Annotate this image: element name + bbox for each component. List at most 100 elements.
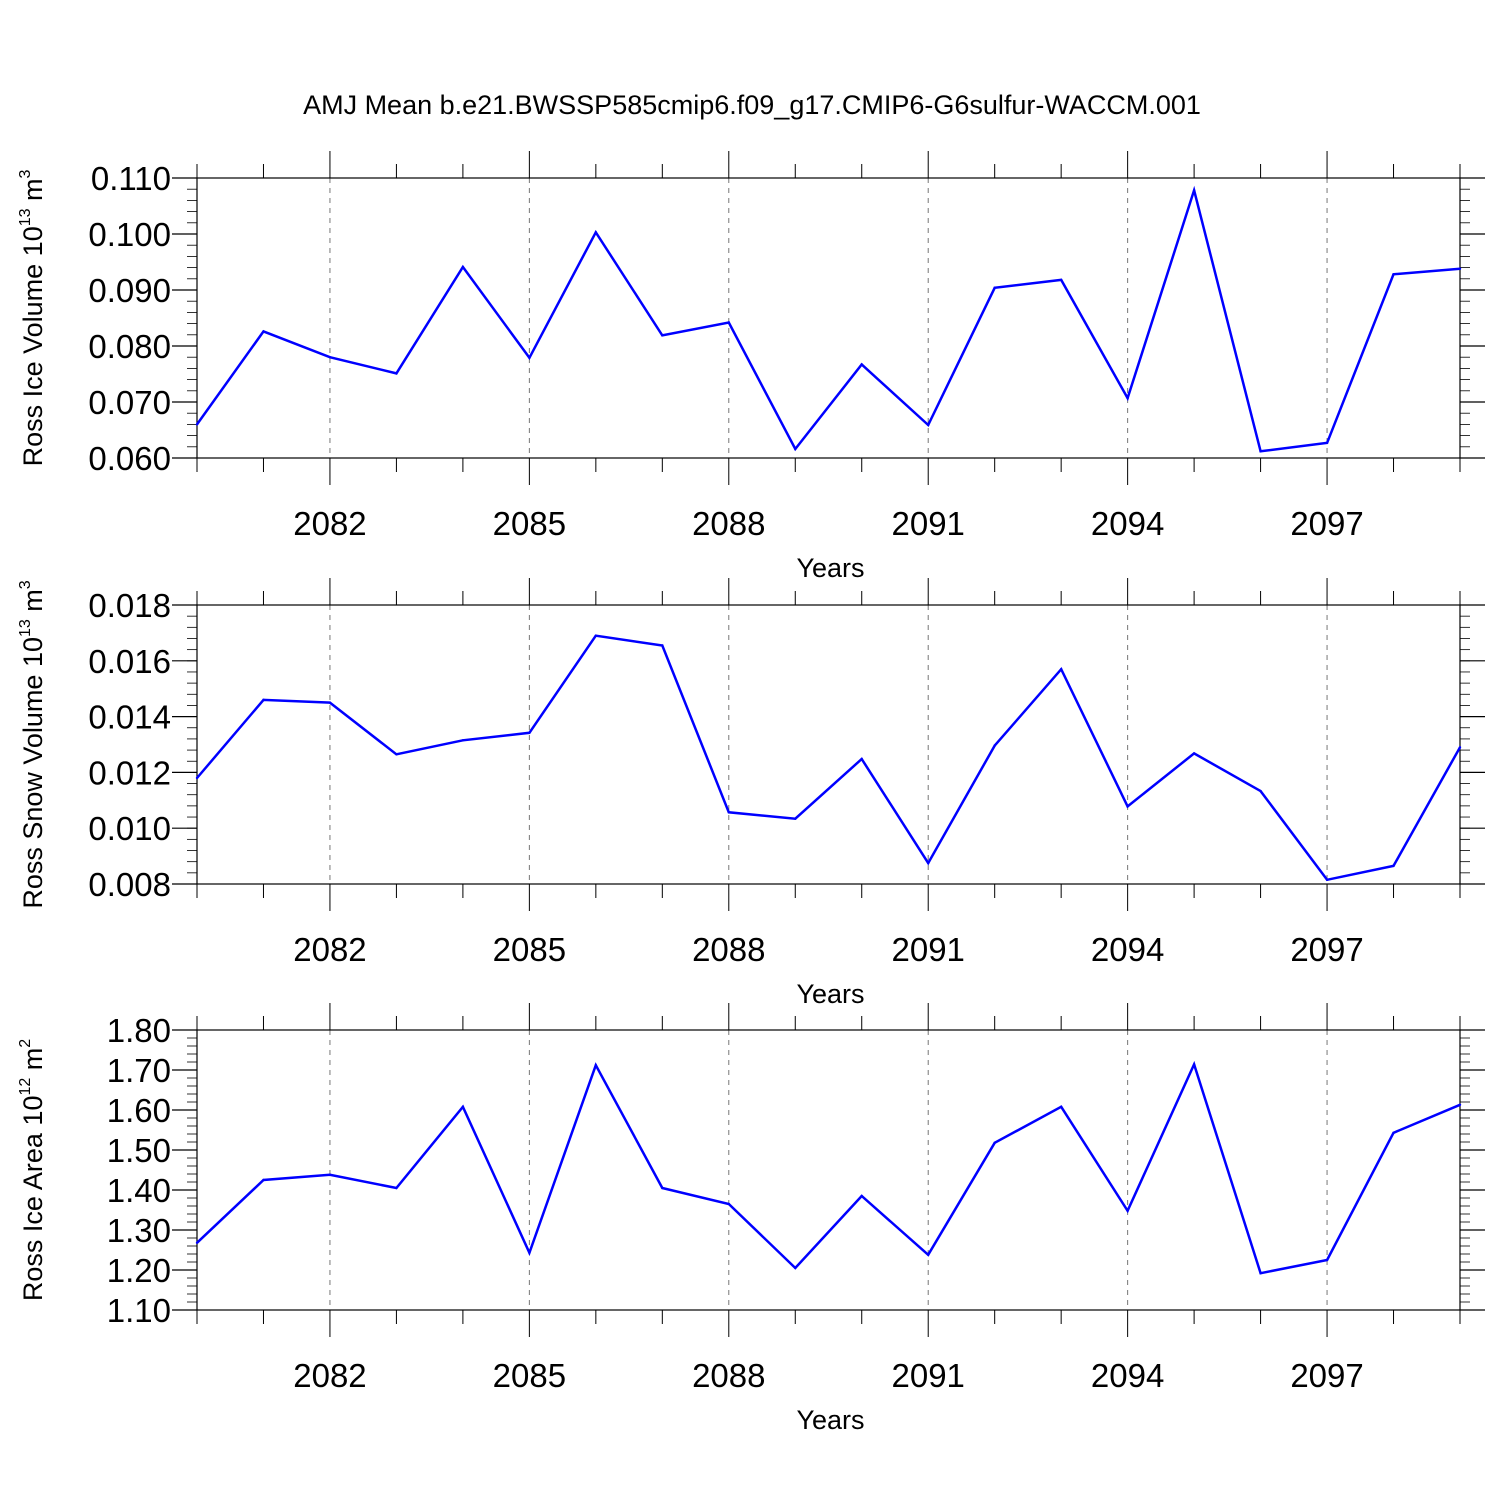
ice-area-data-point-2093 <box>1059 1105 1063 1109</box>
ice-area-data-point-2083 <box>395 1186 398 1190</box>
snow-volume-y-tick-label: 0.010 <box>88 810 171 847</box>
snow-volume-y-axis-title-exp: 13 <box>17 619 34 637</box>
snow-volume-x-tick-label: 2097 <box>1290 931 1363 968</box>
ice-area-y-tick-label: 1.30 <box>107 1212 171 1249</box>
ice-area-y-axis-title-unit: m <box>18 1048 48 1078</box>
ice-volume-y-tick-label: 0.100 <box>88 216 171 253</box>
ice-volume-data-point-2096 <box>1259 450 1262 453</box>
ice-volume-series-line <box>195 185 1461 453</box>
ice-volume-y-axis-title-exp: 13 <box>17 208 34 226</box>
ice-area-data-point-2080 <box>195 1241 199 1245</box>
ice-volume-data-point-2097 <box>1325 441 1329 445</box>
snow-volume-plot-frame <box>196 604 1461 885</box>
snow-volume-data-point-2085 <box>528 731 531 734</box>
ice-area-x-tick-label: 2085 <box>493 1357 566 1394</box>
ice-volume-data-point-2083 <box>395 372 398 375</box>
ice-area-data-point-2088 <box>727 1202 730 1206</box>
ice-volume-x-tick-label: 2085 <box>493 505 566 542</box>
ice-area-data-point-2089 <box>794 1266 797 1270</box>
ice-area-y-tick-label: 1.50 <box>107 1132 171 1169</box>
ice-volume-y-axis-title: Ross Ice Volume 1013 m3 <box>17 169 48 466</box>
ice-volume-data-point-2093 <box>1059 278 1063 282</box>
ice-area-y-axis-title-unit_exp: 2 <box>17 1039 34 1048</box>
ice-volume-data-point-2084 <box>461 265 465 269</box>
ice-area-data-point-2096 <box>1259 1272 1262 1275</box>
snow-volume-data-point-2099 <box>1458 746 1462 749</box>
snow-volume-x-tick-label: 2094 <box>1091 931 1164 968</box>
snow-volume-data-point-2094 <box>1126 805 1129 808</box>
ice-area-data-point-2090 <box>860 1194 863 1198</box>
ice-area-data-point-2084 <box>461 1105 465 1109</box>
ice-volume-y-tick-label: 0.090 <box>88 272 171 309</box>
ice-area-y-tick-label: 1.60 <box>107 1092 171 1129</box>
ice-area-data-point-2092 <box>993 1141 996 1145</box>
ice-volume-data-point-2098 <box>1392 273 1395 276</box>
ice-area-y-axis-title-exp: 12 <box>17 1078 34 1096</box>
ice-area-x-tick-label: 2082 <box>293 1357 366 1394</box>
snow-volume-y-tick-label: 0.016 <box>88 643 171 680</box>
snow-volume-data-point-2092 <box>993 744 996 747</box>
snow-volume-x-tick-label: 2085 <box>493 931 566 968</box>
ice-volume-data-point-2082 <box>328 356 332 359</box>
snow-volume-y-axis-title: Ross Snow Volume 1013 m3 <box>17 580 48 908</box>
ice-area-x-tick-label: 2091 <box>891 1357 964 1394</box>
snow-volume-data-point-2095 <box>1192 752 1196 755</box>
ice-area-data-point-2085 <box>528 1251 531 1255</box>
snow-volume-y-tick-label: 0.012 <box>88 754 171 791</box>
ice-area-x-tick-label: 2094 <box>1091 1357 1164 1394</box>
ice-area-y-axis-title-prefix: Ross Ice Area 10 <box>18 1096 48 1302</box>
ice-area-y-tick-label: 1.70 <box>107 1052 171 1089</box>
ice-area-data-point-2098 <box>1392 1131 1395 1135</box>
ice-volume-data-point-2080 <box>195 423 199 426</box>
ice-volume-y-tick-label: 0.060 <box>88 440 171 477</box>
snow-volume-data-point-2088 <box>727 811 730 814</box>
ice-area-data-point-2087 <box>661 1186 664 1190</box>
snow-volume-data-point-2087 <box>661 644 664 647</box>
snow-volume-y-tick-label: 0.018 <box>88 587 171 624</box>
ice-area-y-tick-label: 1.80 <box>107 1012 171 1049</box>
ice-volume-y-tick-label: 0.110 <box>91 160 171 197</box>
ice-volume-data-point-2088 <box>727 321 730 324</box>
ice-volume-data-point-2091 <box>927 423 930 427</box>
ice-area-data-point-2082 <box>328 1173 332 1177</box>
snow-volume-data-point-2089 <box>794 817 797 820</box>
ice-area-y-axis-title: Ross Ice Area 1012 m2 <box>17 1039 48 1301</box>
panel-snow-volume: 0.008 0.010 0.012 0.014 0.016 0.018 2082 2085 20… <box>17 578 1485 1009</box>
snow-volume-y-axis-title-unit_exp: 3 <box>17 580 34 589</box>
snow-volume-y-axis-title-prefix: Ross Snow Volume 10 <box>18 637 48 909</box>
ice-volume-y-axis-title-prefix: Ross Ice Volume 10 <box>18 226 48 466</box>
panel-ice-area: 1.101.201.301.401.501.601.701.80 2082 2085… <box>17 1003 1485 1435</box>
snow-volume-data-point-2097 <box>1325 878 1329 882</box>
ice-volume-x-tick-label: 2082 <box>293 505 366 542</box>
ice-area-y-tick-label: 1.20 <box>107 1252 171 1289</box>
ice-volume-data-point-2081 <box>262 330 265 333</box>
ice-area-y-tick-label: 1.10 <box>107 1292 171 1329</box>
ice-area-x-tick-label: 2097 <box>1290 1357 1363 1394</box>
snow-volume-x-tick-label: 2088 <box>692 931 765 968</box>
ice-volume-data-point-2094 <box>1126 396 1129 400</box>
ice-area-plot-frame <box>196 1029 1461 1311</box>
snow-volume-data-point-2090 <box>860 757 863 761</box>
ice-volume-y-axis-title-unit: m <box>18 178 48 208</box>
snow-volume-data-point-2091 <box>927 861 930 865</box>
snow-volume-x-tick-label: 2082 <box>293 931 366 968</box>
snow-volume-y-tick-label: 0.014 <box>88 699 171 736</box>
ice-area-data-point-2097 <box>1325 1258 1329 1262</box>
ice-volume-data-point-2090 <box>860 363 863 366</box>
snow-volume-y-axis-title-unit: m <box>18 589 48 619</box>
ice-area-data-point-2081 <box>262 1178 265 1182</box>
ice-area-data-point-2094 <box>1126 1209 1129 1213</box>
snow-volume-series-line <box>196 634 1462 882</box>
panel-ice-volume: 0.060 0.070 0.080 0.090 0.100 0.110 2082 2085 20… <box>17 151 1485 583</box>
ice-volume-data-point-2092 <box>993 286 996 289</box>
snow-volume-data-point-2098 <box>1392 864 1395 868</box>
ice-volume-x-tick-label: 2094 <box>1091 505 1164 542</box>
ice-area-series-line <box>196 1060 1461 1275</box>
snow-volume-data-point-2082 <box>328 701 332 704</box>
snow-volume-data-point-2083 <box>395 753 398 756</box>
ice-volume-y-tick-label: 0.070 <box>88 384 171 421</box>
snow-volume-data-point-2086 <box>594 634 598 637</box>
snow-volume-data-point-2096 <box>1259 789 1262 793</box>
